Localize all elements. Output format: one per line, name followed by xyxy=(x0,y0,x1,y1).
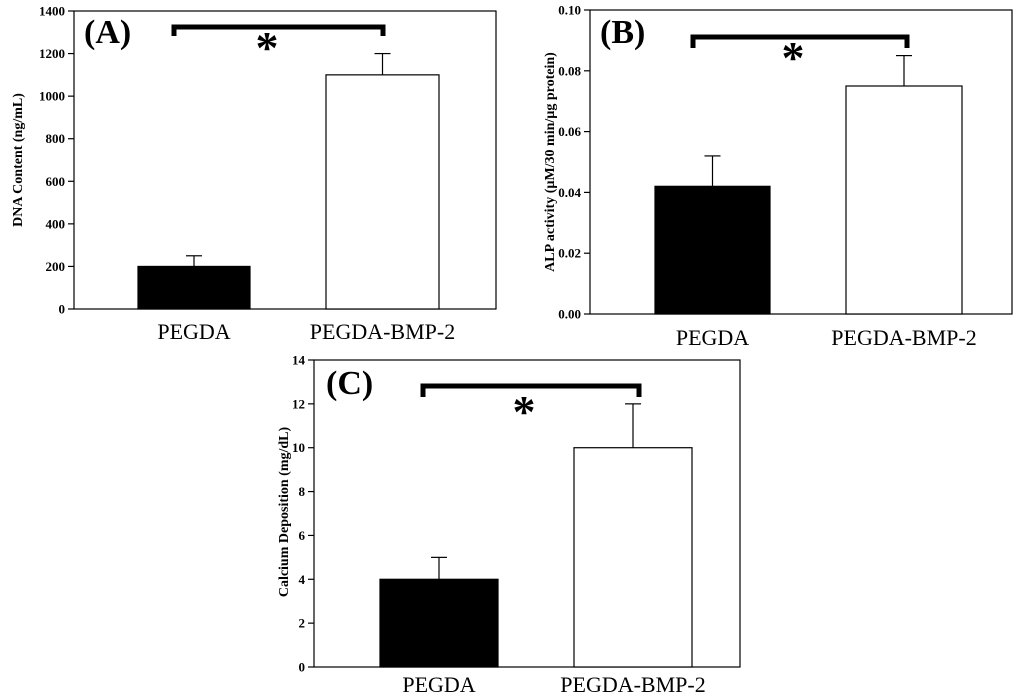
y-tick-label: 0.08 xyxy=(558,63,581,78)
panel-label: (B) xyxy=(600,14,645,51)
x-category-label: PEGDA-BMP-2 xyxy=(560,672,705,697)
significance-star: * xyxy=(256,22,279,73)
panel-label: (C) xyxy=(326,365,373,402)
x-category-label: PEGDA-BMP-2 xyxy=(310,319,455,344)
significance-star: * xyxy=(782,32,805,83)
y-axis-label: ALP activity (µM/30 min/µg protein) xyxy=(543,52,558,272)
chart-panel-a: 0 200 400 600 800 1000 1200 1400 PEGDA PEGDA-BMP-… xyxy=(11,4,497,344)
bar-pegda xyxy=(137,265,251,310)
bar-pegda xyxy=(654,185,771,315)
panel-label: (A) xyxy=(84,14,131,51)
y-tick-label: 2 xyxy=(299,616,306,631)
y-tick-label: 1200 xyxy=(39,46,65,61)
y-tick-label: 12 xyxy=(292,396,305,411)
y-tick-label: 600 xyxy=(46,174,66,189)
y-tick-label: 4 xyxy=(299,572,306,587)
significance-bracket xyxy=(171,24,386,36)
bar-pegda-bmp-2 xyxy=(325,74,440,310)
y-tick-label: 10 xyxy=(292,440,305,455)
plot-frame xyxy=(73,10,497,310)
bar-pegda xyxy=(379,578,499,668)
y-tick-label: 0 xyxy=(299,660,306,675)
y-tick-label: 8 xyxy=(299,484,306,499)
y-tick-label: 6 xyxy=(299,528,306,543)
bar-pegda-bmp-2 xyxy=(845,85,963,315)
y-tick-label: 0.10 xyxy=(558,3,581,18)
y-tick-label: 0.04 xyxy=(558,185,581,200)
x-category-label: PEGDA xyxy=(402,672,475,697)
plot-frame xyxy=(313,359,741,668)
y-tick-label: 14 xyxy=(292,353,306,368)
x-category-label: PEGDA-BMP-2 xyxy=(831,325,976,350)
y-tick-label: 400 xyxy=(46,216,66,231)
y-tick-label: 1000 xyxy=(39,89,65,104)
chart-panel-c: 0 2 4 6 8 10 12 14 PEGDA PEGDA-BMP-2 Calcium Depos… xyxy=(277,353,741,697)
chart-panel-b: 0.00 0.02 0.04 0.06 0.08 0.10 PEGDA PEGDA-BMP-2… xyxy=(543,3,1013,350)
x-category-label: PEGDA xyxy=(157,319,230,344)
x-category-label: PEGDA xyxy=(676,325,749,350)
y-tick-label: 1400 xyxy=(39,4,65,19)
y-axis-label: DNA Content (ng/mL) xyxy=(11,93,26,227)
y-tick-label: 0 xyxy=(59,302,66,317)
y-tick-label: 0.02 xyxy=(558,246,581,261)
y-tick-label: 200 xyxy=(46,259,66,274)
plot-frame xyxy=(589,9,1013,315)
y-tick-label: 0.00 xyxy=(558,307,581,322)
y-axis-label: Calcium Deposition (mg/dL) xyxy=(277,426,292,597)
bar-pegda-bmp-2 xyxy=(573,447,693,668)
significance-bracket xyxy=(690,34,910,48)
significance-star: * xyxy=(513,386,536,437)
y-tick-label: 0.06 xyxy=(558,124,581,139)
y-tick-label: 800 xyxy=(46,131,66,146)
significance-bracket xyxy=(420,383,642,397)
